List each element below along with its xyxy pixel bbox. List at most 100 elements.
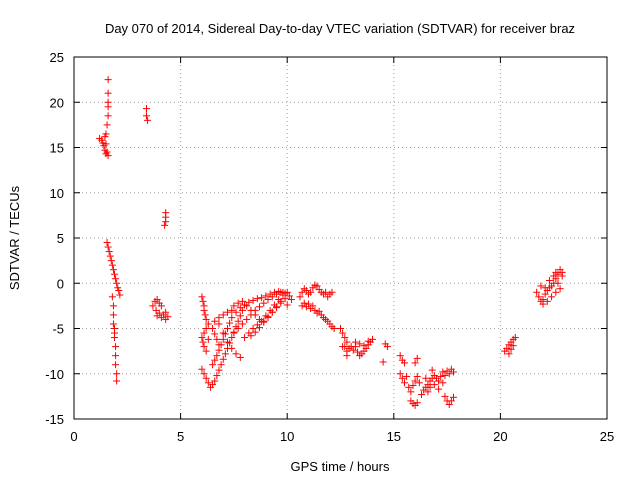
- data-point: [224, 308, 232, 316]
- data-point: [106, 252, 114, 260]
- data-point: [199, 297, 207, 305]
- data-point: [509, 342, 517, 350]
- data-point: [204, 335, 212, 343]
- data-point: [533, 288, 541, 296]
- data-point: [435, 385, 443, 393]
- data-point: [368, 335, 376, 343]
- data-point: [104, 89, 112, 97]
- data-point: [103, 148, 111, 156]
- data-point: [232, 350, 240, 358]
- data-point: [211, 377, 219, 385]
- data-point: [104, 76, 112, 84]
- data-point: [104, 152, 112, 160]
- data-point: [202, 374, 210, 382]
- data-point: [558, 268, 566, 276]
- y-tick-label: 0: [57, 276, 64, 291]
- data-point: [413, 399, 421, 407]
- data-points: [96, 76, 566, 409]
- data-point: [535, 293, 543, 301]
- x-tick-label: 20: [493, 429, 507, 444]
- data-point: [251, 311, 259, 319]
- data-point: [209, 361, 217, 369]
- chart-title: Day 070 of 2014, Sidereal Day-to-day VTE…: [105, 21, 575, 36]
- data-point: [441, 392, 449, 400]
- data-point: [241, 301, 249, 309]
- data-point: [198, 365, 206, 373]
- data-point: [548, 293, 556, 301]
- data-point: [445, 401, 453, 409]
- data-point: [238, 320, 246, 328]
- data-point: [224, 338, 232, 346]
- data-point: [155, 309, 163, 317]
- data-point: [343, 352, 351, 360]
- data-point: [411, 359, 419, 367]
- data-point: [113, 279, 121, 287]
- data-point: [107, 257, 115, 265]
- data-point: [112, 352, 120, 360]
- data-point: [200, 343, 208, 351]
- x-tick-label: 10: [280, 429, 294, 444]
- data-point: [199, 338, 207, 346]
- data-point: [230, 302, 238, 310]
- data-point: [503, 344, 511, 352]
- data-point: [228, 334, 236, 342]
- data-point: [435, 377, 443, 385]
- data-point: [556, 285, 564, 293]
- data-point: [511, 334, 519, 342]
- data-point: [285, 292, 293, 300]
- data-point: [219, 355, 227, 363]
- data-point: [418, 391, 426, 399]
- data-point: [103, 121, 111, 129]
- data-point: [554, 279, 562, 287]
- data-point: [379, 358, 387, 366]
- data-point: [449, 393, 457, 401]
- data-point: [204, 320, 212, 328]
- data-point: [162, 315, 170, 323]
- data-point: [258, 294, 266, 302]
- data-point: [211, 356, 219, 364]
- data-point: [211, 330, 219, 338]
- data-point: [219, 329, 227, 337]
- y-tick-label: -15: [45, 412, 64, 427]
- data-point: [411, 377, 419, 385]
- data-point: [507, 345, 515, 353]
- data-point: [426, 383, 434, 391]
- data-point: [247, 306, 255, 314]
- data-point: [287, 296, 295, 304]
- y-tick-label: 10: [50, 186, 64, 201]
- data-point: [200, 302, 208, 310]
- data-point: [112, 343, 120, 351]
- data-point: [200, 370, 208, 378]
- data-point: [112, 361, 120, 369]
- data-point: [283, 301, 291, 309]
- data-point: [109, 320, 117, 328]
- data-point: [400, 379, 408, 387]
- data-point: [413, 372, 421, 380]
- data-point: [364, 337, 372, 345]
- y-axis-label: SDTVAR / TECUs: [7, 185, 22, 290]
- data-point: [328, 288, 336, 296]
- data-point: [245, 298, 253, 306]
- data-point: [539, 300, 547, 308]
- data-point: [413, 354, 421, 362]
- data-point: [351, 338, 359, 346]
- data-point: [200, 329, 208, 337]
- data-point: [339, 329, 347, 337]
- data-point: [315, 307, 323, 315]
- data-point: [537, 282, 545, 290]
- data-point: [277, 297, 285, 305]
- data-point: [428, 366, 436, 374]
- data-point: [541, 284, 549, 292]
- data-point: [260, 299, 268, 307]
- data-point: [209, 381, 217, 389]
- data-point: [215, 341, 223, 349]
- data-point: [302, 286, 310, 294]
- data-point: [313, 282, 321, 290]
- data-point: [113, 377, 121, 385]
- data-point: [102, 140, 110, 148]
- data-point: [449, 368, 457, 376]
- data-point: [354, 348, 362, 356]
- data-point: [552, 268, 560, 276]
- data-point: [230, 329, 238, 337]
- data-point: [109, 311, 117, 319]
